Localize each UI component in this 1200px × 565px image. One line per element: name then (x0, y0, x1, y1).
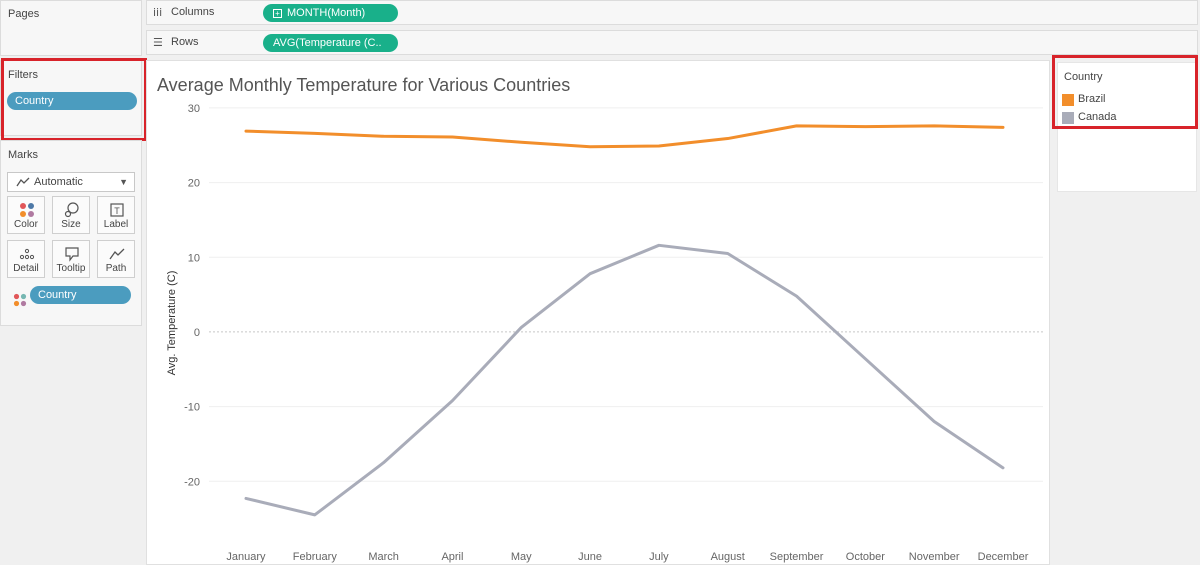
country-color-pill[interactable]: Country (30, 286, 131, 304)
chevron-down-icon: ▼ (119, 177, 128, 187)
y-tick-label: -20 (184, 476, 200, 488)
path-icon (109, 248, 125, 260)
label-icon: T (110, 203, 124, 217)
pages-title: Pages (8, 8, 40, 20)
path-button[interactable]: Path (97, 240, 135, 278)
color-encoding-icon (13, 293, 27, 307)
rows-label: Rows (171, 36, 199, 48)
tooltip-button[interactable]: Tooltip (52, 240, 90, 278)
country-filter-pill[interactable]: Country (7, 92, 137, 110)
tooltip-icon (65, 247, 79, 262)
x-tick-label: August (711, 551, 745, 563)
x-tick-label: October (846, 551, 885, 563)
chart-title: Average Monthly Temperature for Various … (157, 75, 571, 95)
marks-title: Marks (8, 149, 38, 161)
temperature-row-pill[interactable]: AVG(Temperature (C.. (263, 34, 398, 52)
x-tick-label: July (649, 551, 669, 563)
x-tick-label: June (578, 551, 602, 563)
country-legend[interactable]: Country Brazil Canada (1057, 62, 1197, 192)
label-button-label: Label (103, 219, 129, 230)
y-tick-label: 0 (194, 327, 200, 339)
detail-icon (19, 248, 35, 260)
x-tick-label: May (511, 551, 532, 563)
color-button[interactable]: Color (7, 196, 45, 234)
rows-icon: ☰ (153, 36, 163, 49)
path-button-label: Path (105, 263, 127, 274)
filters-shelf[interactable]: Filters Country (0, 60, 142, 136)
columns-shelf[interactable]: iii Columns + MONTH(Month) (146, 0, 1198, 25)
y-axis-label: Avg. Temperature (C) (166, 271, 178, 376)
month-column-pill[interactable]: + MONTH(Month) (263, 4, 398, 22)
expand-icon: + (273, 9, 282, 18)
svg-text:T: T (114, 206, 120, 216)
columns-label: Columns (171, 6, 215, 18)
x-tick-label: April (441, 551, 463, 563)
y-tick-label: -10 (184, 402, 200, 414)
legend-label: Brazil (1078, 93, 1106, 105)
series-line-brazil[interactable] (244, 124, 1005, 149)
color-icon (20, 203, 34, 217)
detail-button-label: Detail (13, 263, 39, 274)
legend-label: Canada (1078, 111, 1117, 123)
legend-swatch (1062, 94, 1074, 106)
y-tick-label: 30 (188, 103, 200, 115)
x-tick-label: September (770, 551, 824, 563)
columns-icon: iii (153, 6, 163, 19)
y-tick-label: 20 (188, 178, 200, 190)
line-chart[interactable]: 30 20 10 0 -10 -20 January February March April Ma… (147, 61, 1051, 565)
series-line-canada[interactable] (244, 243, 1005, 517)
tooltip-button-label: Tooltip (56, 263, 86, 274)
pages-shelf[interactable]: Pages (0, 0, 142, 56)
x-tick-label: February (293, 551, 338, 563)
mark-type-label: Automatic (34, 176, 83, 188)
label-button[interactable]: T Label (97, 196, 135, 234)
size-button-label: Size (61, 219, 81, 230)
y-tick-label: 10 (188, 252, 200, 264)
detail-button[interactable]: Detail (7, 240, 45, 278)
mark-type-dropdown[interactable]: Automatic ▼ (7, 172, 135, 192)
marks-card: Marks Automatic ▼ Color Size T Label Det… (0, 140, 142, 326)
rows-shelf[interactable]: ☰ Rows AVG(Temperature (C.. (146, 30, 1198, 55)
legend-title: Country (1064, 71, 1103, 83)
line-mark-icon (16, 177, 30, 187)
x-tick-label: March (368, 551, 399, 563)
x-tick-label: November (909, 551, 960, 563)
month-column-pill-label: MONTH(Month) (287, 7, 366, 19)
x-tick-label: January (226, 551, 266, 563)
chart-view[interactable]: Average Monthly Temperature for Various … (146, 60, 1050, 565)
filters-title: Filters (8, 69, 38, 81)
legend-swatch (1062, 112, 1074, 124)
size-button[interactable]: Size (52, 196, 90, 234)
size-icon (64, 202, 79, 218)
color-button-label: Color (14, 219, 38, 230)
x-tick-label: December (978, 551, 1029, 563)
